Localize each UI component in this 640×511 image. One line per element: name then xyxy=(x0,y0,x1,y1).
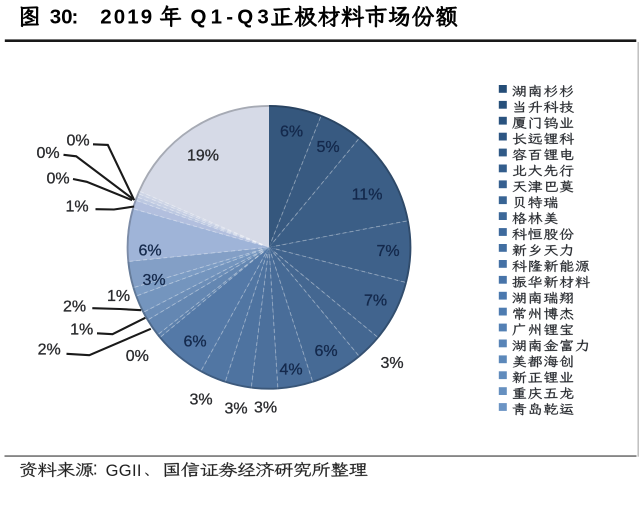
svg-text:7%: 7% xyxy=(376,243,399,260)
svg-text:2%: 2% xyxy=(38,341,61,358)
svg-text:3%: 3% xyxy=(380,355,403,372)
svg-text:1%: 1% xyxy=(70,322,93,339)
svg-text::: : xyxy=(93,458,98,478)
svg-text:0%: 0% xyxy=(126,348,149,365)
svg-text:0%: 0% xyxy=(46,171,69,188)
svg-text:6%: 6% xyxy=(138,243,161,260)
svg-text:2%: 2% xyxy=(63,299,86,316)
svg-text:3%: 3% xyxy=(189,392,212,409)
svg-text:Q1-Q3: Q1-Q3 xyxy=(191,5,274,28)
svg-text:19%: 19% xyxy=(187,148,219,165)
svg-text:7%: 7% xyxy=(364,293,387,310)
svg-text:0%: 0% xyxy=(36,145,59,162)
svg-text:3%: 3% xyxy=(224,400,247,417)
svg-text:GGII: GGII xyxy=(106,462,142,480)
svg-text:0%: 0% xyxy=(66,133,89,150)
svg-text:6%: 6% xyxy=(314,343,337,360)
svg-text:1%: 1% xyxy=(107,288,130,305)
svg-text:2019: 2019 xyxy=(100,5,154,28)
svg-text:6%: 6% xyxy=(183,334,206,351)
svg-text:6%: 6% xyxy=(280,124,303,141)
svg-text:5%: 5% xyxy=(316,139,339,156)
svg-text:30: 30 xyxy=(50,5,73,28)
svg-text:3%: 3% xyxy=(254,400,277,417)
svg-text:3%: 3% xyxy=(142,272,165,289)
svg-text:11%: 11% xyxy=(352,187,383,204)
svg-text:4%: 4% xyxy=(279,362,302,379)
svg-text::: : xyxy=(72,5,79,28)
svg-text:1%: 1% xyxy=(66,198,89,215)
